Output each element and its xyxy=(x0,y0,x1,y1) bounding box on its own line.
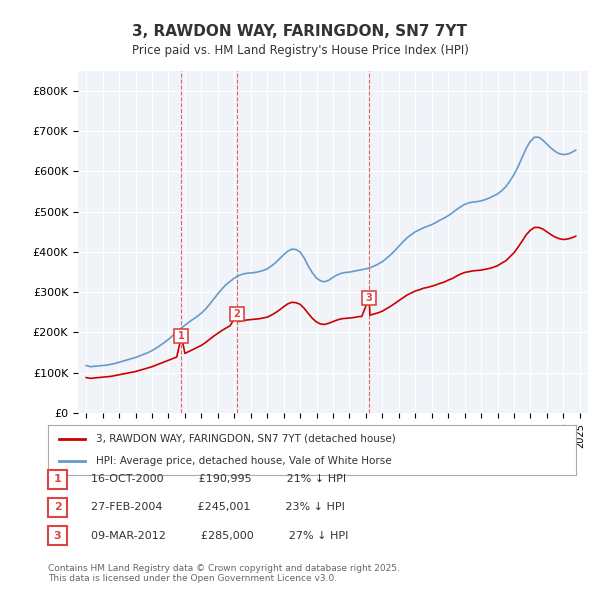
Text: 3, RAWDON WAY, FARINGDON, SN7 7YT: 3, RAWDON WAY, FARINGDON, SN7 7YT xyxy=(133,24,467,38)
Text: 2: 2 xyxy=(233,309,240,319)
Text: 1: 1 xyxy=(54,474,61,484)
Text: 3: 3 xyxy=(54,531,61,540)
Text: HPI: Average price, detached house, Vale of White Horse: HPI: Average price, detached house, Vale… xyxy=(95,456,391,466)
Text: 3, RAWDON WAY, FARINGDON, SN7 7YT (detached house): 3, RAWDON WAY, FARINGDON, SN7 7YT (detac… xyxy=(95,434,395,444)
Text: 27-FEB-2004          £245,001          23% ↓ HPI: 27-FEB-2004 £245,001 23% ↓ HPI xyxy=(84,503,345,512)
Text: 1: 1 xyxy=(178,331,185,341)
Text: 3: 3 xyxy=(365,293,373,303)
Text: 09-MAR-2012          £285,000          27% ↓ HPI: 09-MAR-2012 £285,000 27% ↓ HPI xyxy=(84,531,349,540)
Text: 2: 2 xyxy=(54,503,61,512)
Text: Contains HM Land Registry data © Crown copyright and database right 2025.
This d: Contains HM Land Registry data © Crown c… xyxy=(48,563,400,583)
Text: 16-OCT-2000          £190,995          21% ↓ HPI: 16-OCT-2000 £190,995 21% ↓ HPI xyxy=(84,474,346,484)
Text: Price paid vs. HM Land Registry's House Price Index (HPI): Price paid vs. HM Land Registry's House … xyxy=(131,44,469,57)
